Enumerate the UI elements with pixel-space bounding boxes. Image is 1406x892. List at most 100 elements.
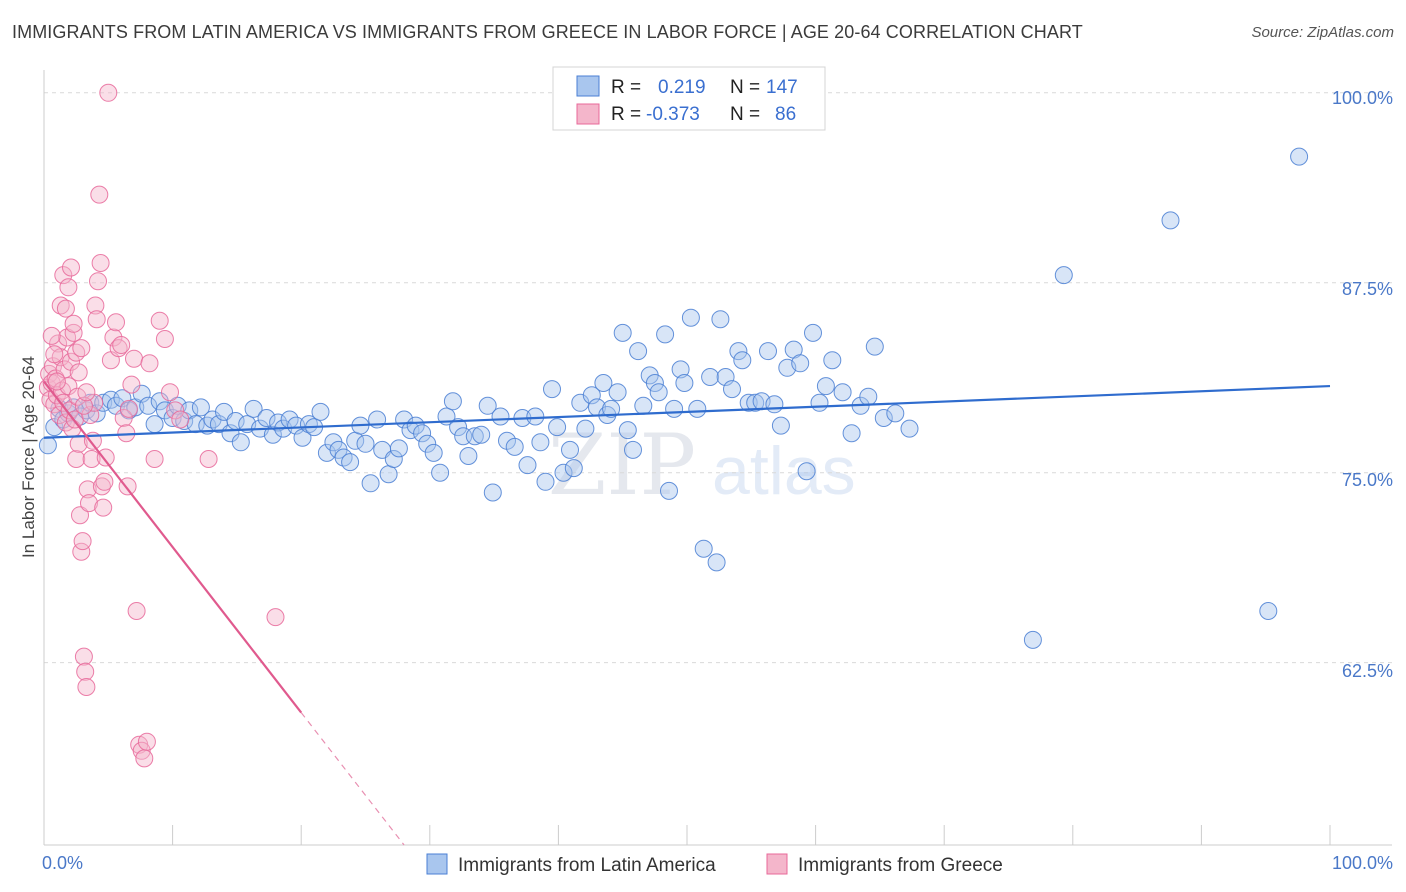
greece-point-28 [74,647,93,666]
legend-r-label-pink: R = [611,104,641,125]
latin-america-point-139 [865,337,884,356]
latin-america-point-91 [576,419,595,438]
legend-n-value-pink: 86 [775,104,796,125]
latin-america-point-109 [671,360,690,379]
latin-america-point-140 [874,409,893,427]
greece-point-16 [59,377,78,396]
greece-point-52 [114,409,133,427]
greece-point-17 [60,401,79,420]
latin-america-point-115 [707,553,726,572]
greece-point-31 [78,480,97,499]
latin-america-point-118 [723,380,741,399]
greece-point-49 [107,313,125,332]
greece-point-27 [73,532,92,551]
latin-america-point-87 [554,463,573,482]
latin-america-point-47 [317,443,336,462]
latin-america-point-73 [465,427,484,446]
latin-america-point-82 [526,407,545,426]
latin-america-point-76 [483,483,502,502]
greece-point-23 [68,387,87,406]
watermark-atlas: atlas [712,433,856,509]
latin-america-point-22 [168,396,187,415]
trend-line-greece [43,380,303,714]
latin-america-point-116 [711,310,730,329]
latin-america-point-50 [334,448,353,467]
latin-america-point-114 [701,368,720,386]
greece-point-66 [155,330,174,348]
chart-title: IMMIGRANTS FROM LATIN AMERICA VS IMMIGRA… [12,22,1083,42]
latin-america-point-70 [449,418,468,437]
greece-point-70 [51,296,70,315]
latin-america-point-31 [221,424,240,443]
latin-america-point-33 [231,433,250,452]
greece-point-20 [64,323,83,342]
latin-america-point-39 [269,413,288,432]
x-tick-label-min: 0.0% [42,853,83,873]
bottom-legend-swatch-blue [426,853,448,875]
y-tick-label-100: 100.0% [1332,88,1393,108]
latin-america-point-130 [797,462,816,481]
greece-point-33 [81,406,100,424]
latin-america-point-146 [1259,602,1278,620]
latin-america-point-72 [459,447,478,465]
greece-point-45 [96,448,115,467]
bottom-legend-label-blue: Immigrants from Latin America [458,855,716,876]
greece-point-57 [125,349,143,368]
latin-america-point-97 [608,383,627,402]
greece-point-80 [77,383,96,402]
greece-point-63 [140,354,159,373]
y-axis-title: In Labor Force | Age 20-64 [19,356,38,558]
trend-lines [43,380,1331,846]
latin-america-point-86 [548,418,567,437]
latin-america-point-54 [356,434,375,453]
latin-america-point-111 [681,308,700,327]
latin-america-point-75 [478,396,497,415]
y-tick-label-62-5: 62.5% [1342,661,1393,681]
latin-america-point-138 [859,387,878,406]
series-greece-points [38,83,285,768]
latin-america-point-46 [311,402,330,421]
latin-america-point-125 [765,395,784,414]
latin-america-point-124 [759,342,777,361]
legend-r-value-pink: -0.373 [646,104,700,125]
latin-america-point-142 [900,419,919,438]
trend-line-latin-america [43,384,1331,439]
greece-point-18 [62,352,80,371]
greece-point-82 [45,345,64,364]
latin-america-point-59 [384,450,403,468]
latin-america-point-19 [150,392,169,411]
latin-america-point-144 [1054,266,1073,285]
latin-america-point-60 [389,439,408,458]
greece-point-71 [54,266,73,285]
greece-point-74 [62,258,80,277]
greece-point-58 [127,602,146,620]
greece-point-30 [77,678,96,696]
legend-n-value-blue: 147 [766,77,798,98]
latin-america-point-81 [518,456,537,475]
latin-america-point-126 [771,416,790,435]
latin-america-point-64 [413,424,432,443]
greece-point-81 [42,326,61,345]
latin-america-point-84 [536,472,555,491]
latin-america-point-141 [886,404,905,423]
latin-america-point-110 [675,374,694,392]
latin-america-point-67 [431,463,450,482]
latin-america-point-101 [629,342,648,361]
greece-point-51 [112,336,131,354]
latin-america-point-89 [564,459,583,478]
greece-point-38 [87,310,106,329]
greece-point-42 [92,477,111,496]
latin-america-point-17 [139,396,158,415]
latin-america-point-105 [649,383,668,402]
series-latin-america-points [38,147,1309,649]
latin-america-point-143 [1023,630,1042,649]
legend-swatch-pink [576,103,600,125]
greece-point-61 [135,749,154,768]
latin-america-point-120 [733,351,752,370]
greece-point-55 [119,399,138,418]
latin-america-point-66 [424,443,443,462]
y-tick-label-75: 75.0% [1342,470,1393,490]
greece-point-43 [94,498,113,517]
latin-america-point-98 [613,323,632,342]
